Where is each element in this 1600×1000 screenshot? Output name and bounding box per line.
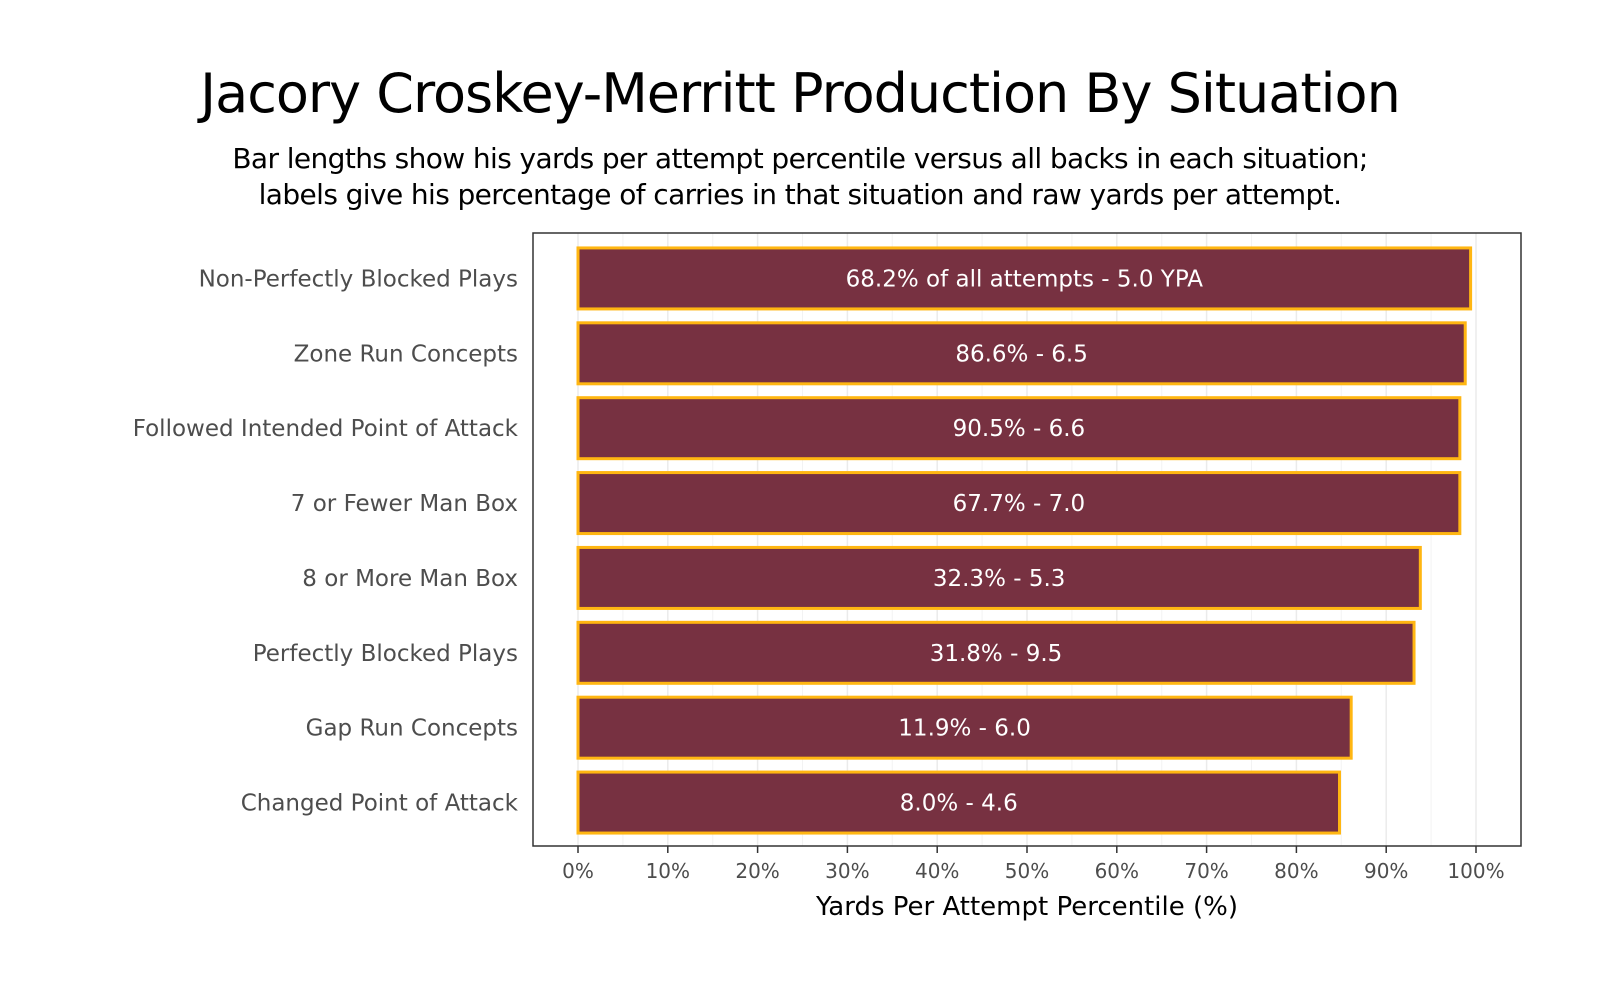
category-labels: Non-Perfectly Blocked Plays Zone Run Conc…	[133, 266, 519, 816]
x-tick-label: 0%	[562, 859, 594, 883]
x-tick-label: 10%	[646, 859, 690, 883]
x-tick-label: 60%	[1095, 859, 1139, 883]
chart-title: Jacory Croskey-Merritt Production By Sit…	[200, 62, 1401, 125]
chart-subtitle-line-1: Bar lengths show his yards per attempt p…	[232, 142, 1368, 175]
x-tick-label: 50%	[1005, 859, 1049, 883]
x-tick-label: 40%	[915, 859, 959, 883]
bar	[576, 471, 1462, 536]
bar	[576, 695, 1353, 760]
bar-data-label: 31.8% - 9.5	[930, 641, 1063, 667]
x-tick-label: 100%	[1447, 859, 1504, 883]
x-tick-label: 20%	[735, 859, 779, 883]
category-label: 8 or More Man Box	[302, 566, 518, 592]
bar-data-label: 11.9% - 6.0	[898, 716, 1031, 742]
x-tick-label: 70%	[1184, 859, 1228, 883]
category-label: Perfectly Blocked Plays	[253, 641, 518, 667]
bar	[576, 246, 1473, 311]
x-tick-label: 30%	[825, 859, 869, 883]
bar	[576, 545, 1422, 610]
bar-data-label: 8.0% - 4.6	[900, 791, 1018, 817]
x-tick-label: 80%	[1274, 859, 1318, 883]
category-label: Changed Point of Attack	[241, 791, 519, 817]
category-label: 7 or Fewer Man Box	[291, 491, 518, 517]
x-tick-label: 90%	[1364, 859, 1408, 883]
bar	[576, 770, 1342, 835]
bars	[576, 246, 1473, 835]
bar-data-label: 67.7% - 7.0	[953, 491, 1086, 517]
bar-labels: 68.2% of all attempts - 5.0 YPA 86.6% - 6…	[846, 266, 1204, 816]
category-label: Zone Run Concepts	[294, 341, 518, 367]
bar-data-label: 32.3% - 5.3	[933, 566, 1066, 592]
bar-data-label: 90.5% - 6.6	[953, 416, 1086, 442]
bar-data-label: 68.2% of all attempts - 5.0 YPA	[846, 266, 1204, 292]
x-axis-ticks: 0% 10% 20% 30% 40% 50% 60% 70% 80% 90% 100%	[562, 846, 1505, 883]
bar-data-label: 86.6% - 6.5	[955, 341, 1088, 367]
category-label: Followed Intended Point of Attack	[133, 416, 519, 442]
x-axis-title: Yards Per Attempt Percentile (%)	[815, 892, 1238, 922]
bar	[576, 321, 1467, 386]
bar	[576, 396, 1462, 461]
category-label: Gap Run Concepts	[306, 716, 518, 742]
category-label: Non-Perfectly Blocked Plays	[199, 266, 518, 292]
bar	[576, 620, 1416, 685]
chart-subtitle-line-2: labels give his percentage of carries in…	[258, 178, 1342, 211]
